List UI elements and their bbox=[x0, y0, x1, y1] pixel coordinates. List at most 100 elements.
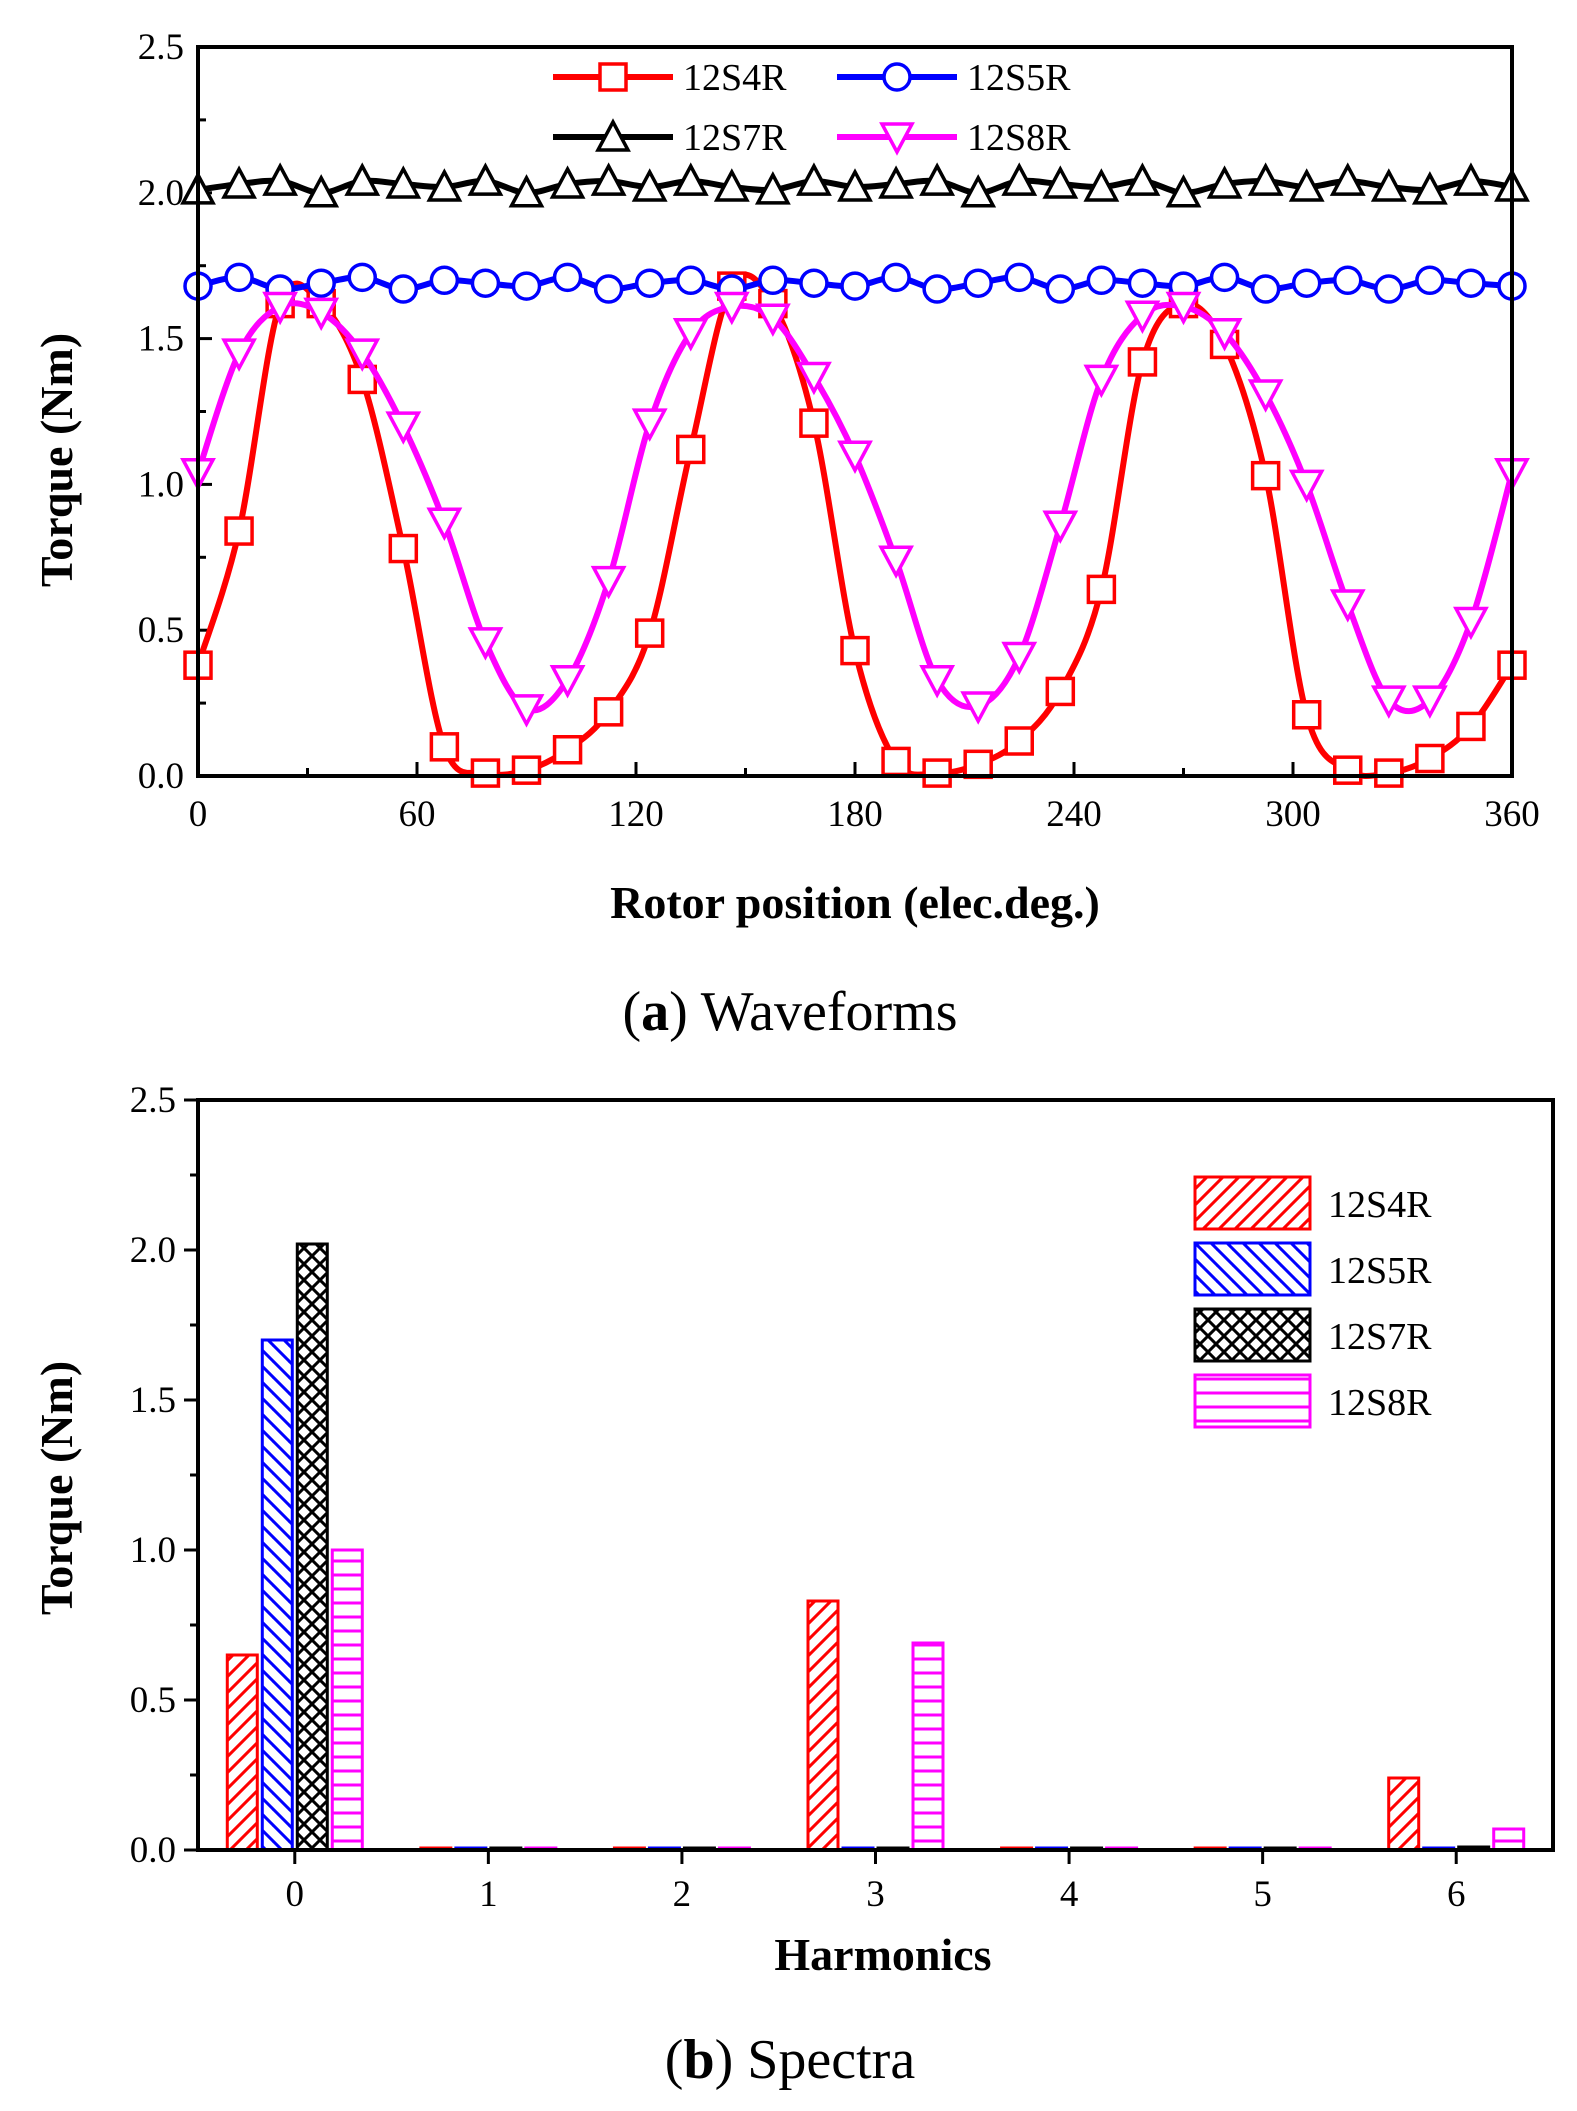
waveform-point-12s8r bbox=[385, 411, 422, 445]
waveform-point-12s8r bbox=[631, 408, 668, 442]
waveform-point-12s5r bbox=[1374, 274, 1404, 304]
waveform-caption-text: Waveforms bbox=[701, 981, 958, 1043]
spectra-legend: 12S4R 12S5R 12S7R 12S8R bbox=[1193, 1175, 1432, 1429]
waveform-y-tick-label: 0.0 bbox=[138, 756, 184, 797]
waveform-point-12s4r bbox=[1004, 726, 1034, 756]
legend-swatch-12s4r bbox=[1193, 1175, 1312, 1231]
waveform-point-12s8r bbox=[1165, 291, 1202, 326]
waveform-point-12s8r bbox=[713, 291, 750, 326]
waveform-point-12s8r bbox=[303, 297, 340, 332]
waveform-point-12s4r bbox=[1086, 574, 1117, 605]
waveform-x-tick-label: 60 bbox=[399, 794, 436, 835]
waveform-point-12s8r bbox=[1042, 510, 1079, 544]
waveform-point-12s4r bbox=[1045, 676, 1076, 707]
spectra-caption-label: b bbox=[683, 2029, 714, 2091]
legend-swatch-12s7r bbox=[1193, 1307, 1312, 1363]
spectra-bar-12s8r bbox=[911, 1641, 945, 1852]
waveform-point-12s4r bbox=[1291, 700, 1322, 730]
waveform-point-12s4r bbox=[1250, 460, 1281, 491]
waveform-x-tick-label: 120 bbox=[608, 794, 664, 835]
waveform-point-12s5r bbox=[881, 262, 911, 293]
waveform-point-12s5r bbox=[306, 268, 336, 298]
waveform-ticks: 0 60 120 180 240 300 360 0.0 0.5 1.0 1.5 2.0 2.5 bbox=[138, 27, 1540, 835]
waveform-point-12s8r bbox=[1001, 641, 1038, 676]
waveform-plot-frame bbox=[196, 45, 1514, 778]
waveform-point-12s5r bbox=[552, 262, 583, 293]
waveform-point-12s7r bbox=[754, 171, 791, 205]
legend-label-12s7r: 12S7R bbox=[1328, 1316, 1432, 1358]
waveform-point-12s8r bbox=[1083, 364, 1120, 399]
waveform-point-12s4r bbox=[1374, 758, 1404, 788]
waveform-point-12s5r bbox=[1415, 265, 1445, 296]
waveform-point-12s8r bbox=[221, 338, 257, 372]
waveform-point-12s5r bbox=[429, 265, 460, 296]
spectra-bar-12s7r bbox=[295, 1242, 329, 1852]
waveform-point-12s8r bbox=[426, 507, 463, 542]
waveform-point-12s8r bbox=[919, 665, 956, 699]
waveform-x-tick-label: 360 bbox=[1484, 794, 1540, 835]
waveform-x-tick-label: 240 bbox=[1046, 794, 1102, 835]
waveform-point-12s5r bbox=[1333, 265, 1363, 296]
waveform-point-12s5r bbox=[1250, 274, 1281, 304]
waveform-x-axis-title: Rotor position (elec.deg.) bbox=[610, 877, 1100, 928]
waveform-point-12s8r bbox=[1453, 606, 1489, 641]
waveform-point-12s7r bbox=[262, 162, 299, 196]
waveform-point-12s7r bbox=[672, 162, 709, 196]
spectra-x-tick-label: 1 bbox=[479, 1874, 498, 1915]
waveform-point-12s7r bbox=[878, 165, 914, 199]
waveform-point-12s8r bbox=[754, 303, 791, 337]
waveform-point-12s4r bbox=[388, 533, 419, 564]
waveform-chart: 0 60 120 180 240 300 360 0.0 0.5 1.0 1.5 2.0 2.5 12S… bbox=[31, 27, 1540, 1043]
legend-marker-12s7r bbox=[595, 118, 631, 152]
legend-swatch-12s8r bbox=[1193, 1373, 1312, 1429]
waveform-point-12s5r bbox=[1045, 274, 1076, 304]
waveform-point-12s7r bbox=[303, 174, 340, 208]
waveform-point-12s8r bbox=[1288, 469, 1325, 504]
waveform-point-12s7r bbox=[508, 174, 545, 208]
spectra-x-tick-label: 4 bbox=[1060, 1874, 1079, 1915]
waveform-point-12s7r bbox=[385, 165, 422, 199]
waveform-point-12s4r bbox=[1333, 755, 1363, 785]
spectra-x-tick-label: 2 bbox=[673, 1874, 692, 1915]
waveform-point-12s7r bbox=[344, 162, 381, 196]
waveform-y-tick-label: 0.5 bbox=[138, 610, 184, 651]
waveform-point-12s4r bbox=[676, 434, 706, 465]
waveform-point-12s7r bbox=[549, 165, 586, 199]
waveform-point-12s7r bbox=[1247, 162, 1284, 196]
waveform-x-tick-label: 300 bbox=[1265, 794, 1321, 835]
waveform-point-12s7r bbox=[1288, 168, 1325, 202]
waveform-caption-label: a bbox=[641, 981, 669, 1043]
waveform-point-12s8r bbox=[960, 691, 997, 725]
waveform-point-12s5r bbox=[1291, 268, 1322, 298]
waveform-point-12s4r bbox=[799, 408, 829, 438]
waveform-y-axis-title: Torque (Nm) bbox=[31, 333, 82, 587]
waveform-point-12s8r bbox=[1247, 379, 1284, 413]
waveform-point-12s5r bbox=[676, 265, 706, 296]
waveform-point-12s5r bbox=[1127, 268, 1158, 298]
waveform-y-tick-label: 1.5 bbox=[138, 319, 184, 360]
spectra-x-tick-label: 6 bbox=[1447, 1874, 1466, 1915]
waveform-y-tick-label: 1.0 bbox=[138, 464, 184, 505]
waveform-y-tick-label: 2.5 bbox=[138, 27, 184, 68]
legend-label-12s8r: 12S8R bbox=[967, 117, 1071, 159]
waveform-point-12s7r bbox=[1370, 168, 1407, 202]
spectra-y-tick-label: 1.0 bbox=[130, 1530, 176, 1571]
waveform-point-12s4r bbox=[552, 735, 583, 765]
waveform-point-12s4r bbox=[593, 697, 624, 727]
spectra-y-tick-label: 2.5 bbox=[130, 1080, 176, 1121]
spectra-y-tick-label: 2.0 bbox=[130, 1230, 176, 1271]
legend-marker-12s8r bbox=[879, 122, 915, 156]
waveform-point-12s4r bbox=[634, 618, 665, 648]
waveform-point-12s7r bbox=[919, 162, 956, 196]
spectra-bar-12s8r bbox=[1492, 1827, 1526, 1852]
spectra-x-tick-label: 0 bbox=[286, 1874, 305, 1915]
waveform-point-12s8r bbox=[796, 361, 832, 396]
waveform-point-12s8r bbox=[878, 545, 914, 579]
waveform-point-12s4r bbox=[1127, 347, 1158, 377]
spectra-y-tick-label: 1.5 bbox=[130, 1380, 176, 1421]
waveform-point-12s8r bbox=[1206, 318, 1243, 352]
spectra-x-tick-label: 5 bbox=[1253, 1874, 1272, 1915]
spectra-bar-12s4r bbox=[1387, 1776, 1421, 1852]
waveform-point-12s8r bbox=[1124, 300, 1161, 334]
